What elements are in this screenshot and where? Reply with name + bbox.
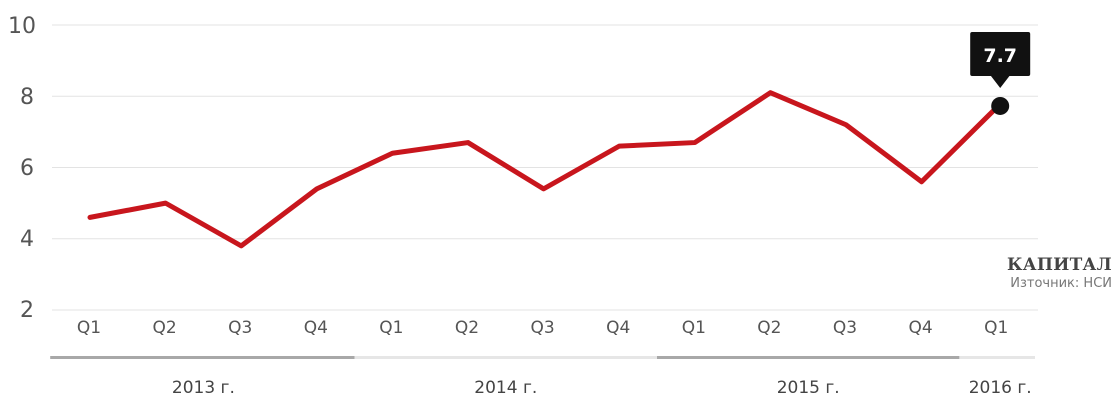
x-tick-label: Q4 xyxy=(304,318,328,338)
y-axis: 10 8 6 4 2 xyxy=(8,14,36,323)
end-point-marker xyxy=(991,96,1010,115)
x-tick-label: Q3 xyxy=(530,318,554,338)
grid-lines xyxy=(52,24,1038,311)
year-label: 2015 г. xyxy=(777,378,840,398)
y-tick-10: 10 xyxy=(8,14,36,39)
year-bar xyxy=(657,356,960,359)
x-tick-label: Q4 xyxy=(908,318,932,338)
value-callout: 7.7 xyxy=(970,32,1031,115)
year-groups: 2013 г. 2014 г. 2015 г. 2016 г. xyxy=(50,356,1035,398)
callout-value: 7.7 xyxy=(983,45,1017,67)
x-tick-label: Q2 xyxy=(455,318,479,338)
x-tick-label: Q2 xyxy=(152,318,176,338)
x-tick-label: Q2 xyxy=(757,318,781,338)
source-note: Източник: НСИ xyxy=(1010,276,1112,291)
y-tick-6: 6 xyxy=(20,156,34,181)
x-tick-label: Q3 xyxy=(228,318,252,338)
y-tick-4: 4 xyxy=(20,227,34,252)
brand-logo-text: КАПИТАЛ xyxy=(1006,255,1112,275)
x-tick-label: Q3 xyxy=(833,318,857,338)
x-tick-label: Q1 xyxy=(682,318,706,338)
x-tick-label: Q1 xyxy=(379,318,403,338)
year-bar xyxy=(354,356,657,359)
x-tick-label: Q1 xyxy=(984,318,1008,338)
x-tick-label: Q1 xyxy=(77,318,101,338)
y-tick-8: 8 xyxy=(20,85,34,110)
year-label: 2016 г. xyxy=(969,378,1032,398)
series-line xyxy=(87,90,1000,249)
y-tick-2: 2 xyxy=(20,298,34,323)
year-label: 2014 г. xyxy=(474,378,537,398)
x-tick-label: Q4 xyxy=(606,318,630,338)
branding: КАПИТАЛ Източник: НСИ xyxy=(1007,255,1112,291)
year-bar xyxy=(959,356,1035,359)
year-bar xyxy=(50,356,355,359)
x-axis: Q1 Q2 Q3 Q4 Q1 Q2 Q3 Q4 Q1 Q2 Q3 Q4 Q1 xyxy=(77,318,1008,338)
year-label: 2013 г. xyxy=(172,378,235,398)
callout-pointer xyxy=(990,75,1011,88)
callout-box xyxy=(970,32,1031,76)
